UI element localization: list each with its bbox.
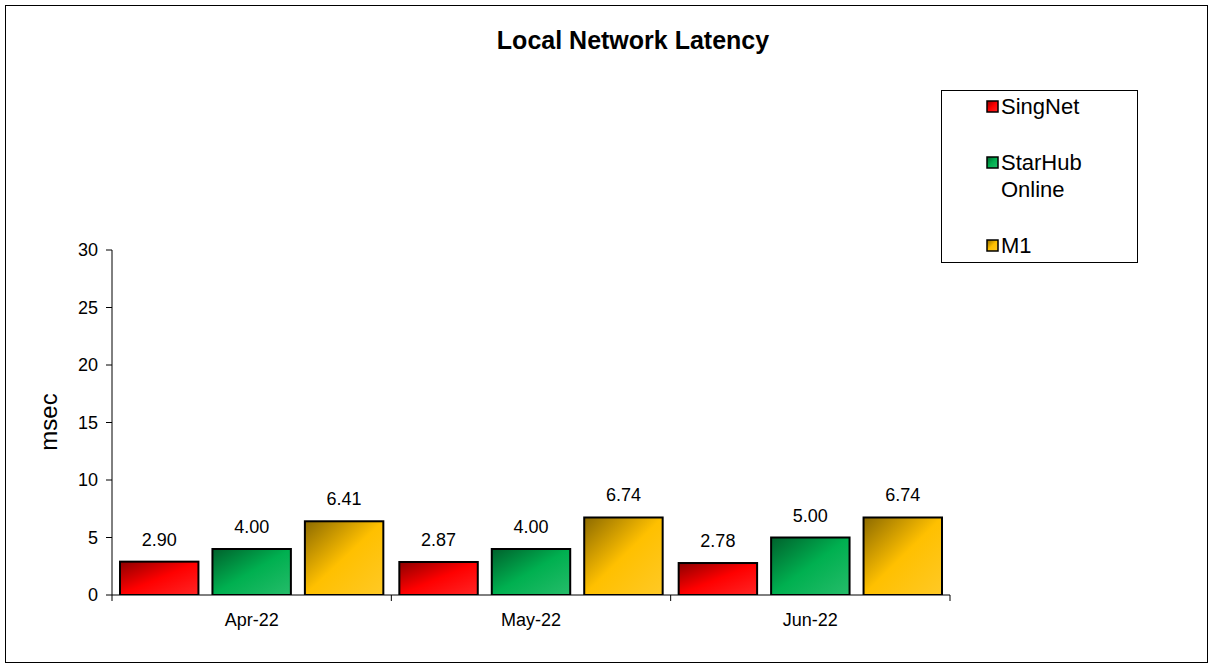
y-tick — [106, 307, 112, 308]
legend: SingNet StarHubOnline M1 — [942, 91, 1138, 263]
y-tick — [106, 250, 112, 251]
y-tick — [106, 537, 112, 538]
y-tick-label: 30 — [78, 240, 98, 260]
y-tick-label: 0 — [88, 585, 98, 605]
data-label: 2.78 — [700, 531, 735, 551]
legend-swatch — [987, 240, 998, 251]
legend-swatch — [987, 101, 998, 112]
legend-label: SingNet — [1001, 94, 1079, 119]
x-tick-label: May-22 — [501, 610, 561, 630]
y-axis-label: msec — [35, 393, 62, 450]
data-label: 6.74 — [606, 485, 641, 505]
data-label: 6.41 — [327, 489, 362, 509]
bar — [120, 562, 198, 595]
bars — [120, 517, 942, 595]
y-tick-label: 10 — [78, 470, 98, 490]
legend-label-line: M1 — [1001, 233, 1032, 258]
x-tick-label: Jun-22 — [783, 610, 838, 630]
y-tick-label: 20 — [78, 355, 98, 375]
bar — [771, 538, 849, 596]
y-tick — [106, 480, 112, 481]
chart-svg: Local Network Latency msec 0 5 10 15 20 25 30 Apr… — [0, 0, 1215, 670]
data-label: 4.00 — [234, 517, 269, 537]
y-tick — [106, 365, 112, 366]
legend-label: M1 — [1001, 233, 1032, 258]
data-labels: 2.90 2.87 2.78 4.00 4.00 5.00 6.41 6.74 6.74 — [142, 485, 921, 551]
y-tick — [106, 422, 112, 423]
legend-label-line: Online — [1001, 177, 1065, 202]
bar — [399, 562, 477, 595]
data-label: 6.74 — [885, 485, 920, 505]
bar — [212, 549, 290, 595]
legend-label: StarHubOnline — [1001, 150, 1082, 202]
legend-frame — [942, 91, 1138, 263]
chart-title: Local Network Latency — [497, 26, 769, 54]
x-tick — [391, 595, 392, 601]
y-tick — [106, 595, 112, 596]
legend-label-line: StarHub — [1001, 150, 1082, 175]
legend-swatch — [987, 157, 998, 168]
data-label: 4.00 — [513, 517, 548, 537]
bar — [492, 549, 570, 595]
y-tick-label: 15 — [78, 413, 98, 433]
data-label: 5.00 — [793, 506, 828, 526]
bar — [864, 517, 942, 595]
chart-frame — [6, 6, 1208, 663]
bar — [305, 521, 383, 595]
x-tick — [950, 595, 951, 601]
x-tick-label: Apr-22 — [225, 610, 279, 630]
x-tick — [670, 595, 671, 601]
bar — [679, 563, 757, 595]
data-label: 2.90 — [142, 530, 177, 550]
y-tick-label: 25 — [78, 298, 98, 318]
data-label: 2.87 — [421, 530, 456, 550]
legend-label-line: SingNet — [1001, 94, 1079, 119]
y-tick-label: 5 — [88, 528, 98, 548]
bar — [584, 517, 662, 595]
chart-container: Local Network Latency msec 0 5 10 15 20 25 30 Apr… — [0, 0, 1215, 670]
x-tick — [112, 595, 113, 601]
